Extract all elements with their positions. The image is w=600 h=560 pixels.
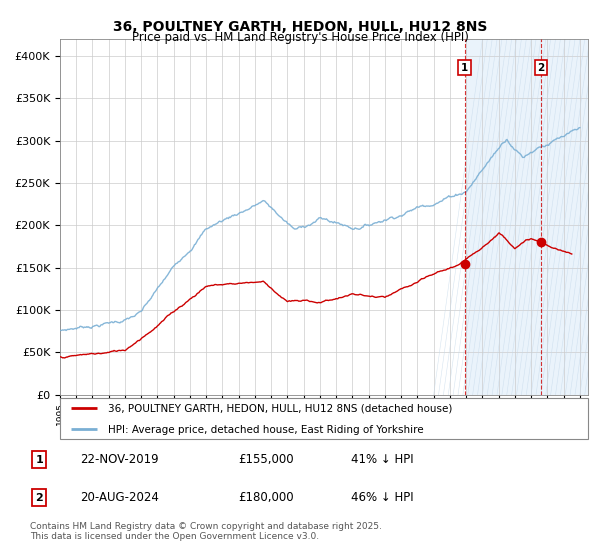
Text: 20-AUG-2024: 20-AUG-2024	[80, 491, 159, 504]
FancyBboxPatch shape	[60, 399, 588, 439]
Text: £180,000: £180,000	[238, 491, 294, 504]
Text: 1: 1	[35, 455, 43, 465]
Text: 36, POULTNEY GARTH, HEDON, HULL, HU12 8NS: 36, POULTNEY GARTH, HEDON, HULL, HU12 8N…	[113, 20, 487, 34]
Text: Price paid vs. HM Land Registry's House Price Index (HPI): Price paid vs. HM Land Registry's House …	[131, 31, 469, 44]
Text: HPI: Average price, detached house, East Riding of Yorkshire: HPI: Average price, detached house, East…	[107, 424, 423, 435]
Text: 2: 2	[35, 493, 43, 502]
Text: £155,000: £155,000	[238, 453, 294, 466]
Bar	[466, 39, 600, 395]
Text: 46% ↓ HPI: 46% ↓ HPI	[351, 491, 414, 504]
Text: 1: 1	[461, 63, 468, 73]
Text: 22-NOV-2019: 22-NOV-2019	[80, 453, 159, 466]
Text: 2: 2	[537, 63, 545, 73]
Text: Contains HM Land Registry data © Crown copyright and database right 2025.
This d: Contains HM Land Registry data © Crown c…	[30, 522, 382, 542]
Text: 41% ↓ HPI: 41% ↓ HPI	[351, 453, 414, 466]
Text: 36, POULTNEY GARTH, HEDON, HULL, HU12 8NS (detached house): 36, POULTNEY GARTH, HEDON, HULL, HU12 8N…	[107, 404, 452, 413]
